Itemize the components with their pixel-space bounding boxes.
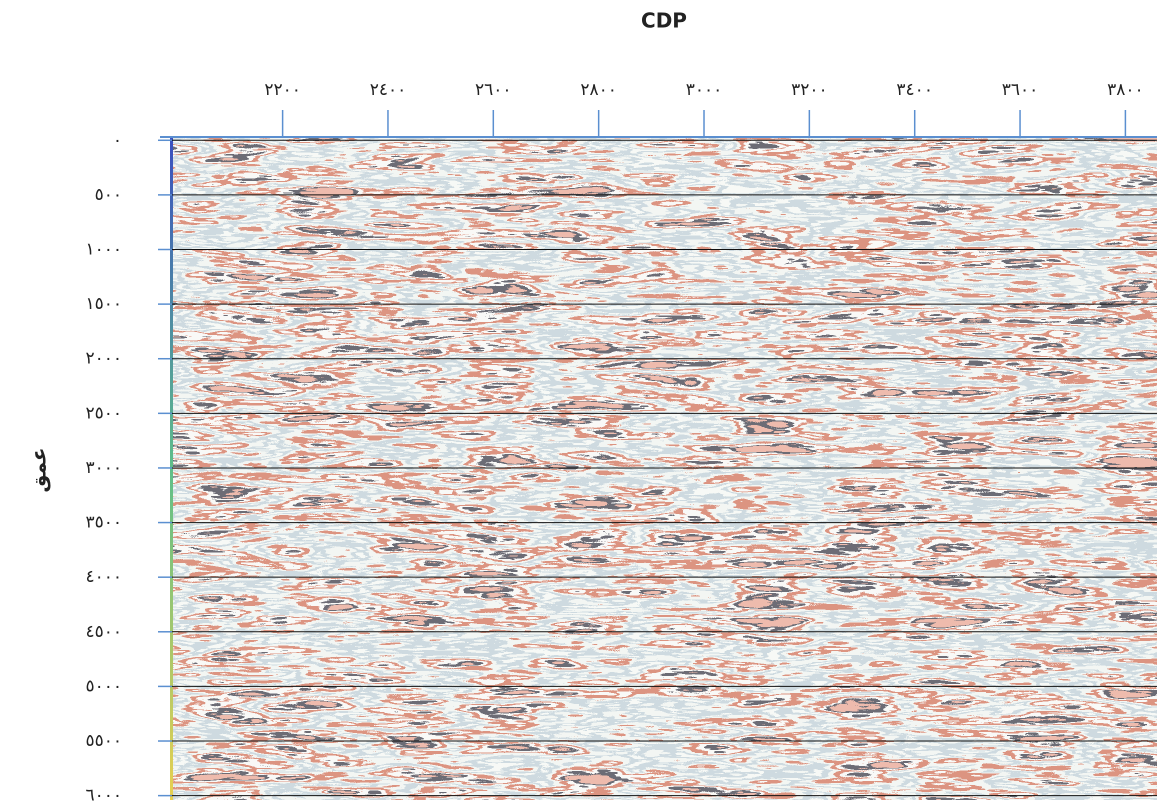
y-tick-label: ٥٥٠٠ xyxy=(85,731,122,751)
chart-title: CDP xyxy=(641,9,687,33)
y-tick-label: ٤٥٠٠ xyxy=(85,622,122,642)
y-tick-label: ٠ xyxy=(113,130,122,150)
x-tick-label: ٣٤٠٠ xyxy=(896,80,933,100)
y-tick-label: ٥٠٠ xyxy=(95,185,122,205)
y-tick-label: ١٥٠٠ xyxy=(85,294,122,314)
y-tick-label: ٢٠٠٠ xyxy=(85,349,122,369)
y-tick-label: ٥٠٠٠ xyxy=(85,676,122,696)
x-tick-label: ٢٤٠٠ xyxy=(370,80,407,100)
y-tick-label: ٤٠٠٠ xyxy=(85,567,122,587)
y-tick-label: ٢٥٠٠ xyxy=(85,403,122,423)
y-tick-label: ٦٠٠٠ xyxy=(85,786,122,803)
x-tick-label: ٣٢٠٠ xyxy=(791,80,828,100)
x-tick-label: ٣٨٠٠ xyxy=(1107,80,1144,100)
y-tick-label: ٣٠٠٠ xyxy=(85,458,122,478)
x-tick-label: ٣٦٠٠ xyxy=(1002,80,1039,100)
seismic-image xyxy=(172,137,1157,800)
y-tick-label: ٣٥٠٠ xyxy=(85,513,122,533)
x-tick-label: ٢٢٠٠ xyxy=(264,80,301,100)
x-tick-label: ٢٦٠٠ xyxy=(475,80,512,100)
x-tick-label: ٣٠٠٠ xyxy=(686,80,723,100)
x-tick-label: ٢٨٠٠ xyxy=(580,80,617,100)
y-tick-label: ١٠٠٠ xyxy=(85,240,122,260)
y-axis-label: عمق xyxy=(27,447,51,492)
